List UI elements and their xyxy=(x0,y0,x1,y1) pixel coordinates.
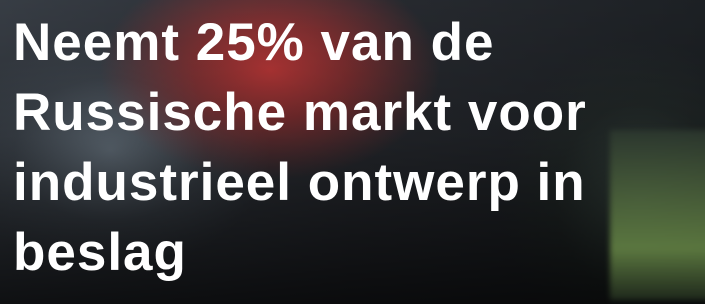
headline-line: industrieel ontwerp in xyxy=(13,148,701,218)
headline-card: Neemt 25% van de Russische markt voor in… xyxy=(0,0,705,304)
headline-line: Neemt 25% van de xyxy=(13,8,701,78)
headline-line: Russische markt voor xyxy=(13,78,701,148)
headline-line: beslag xyxy=(13,218,701,288)
headline: Neemt 25% van de Russische markt voor in… xyxy=(13,8,701,288)
